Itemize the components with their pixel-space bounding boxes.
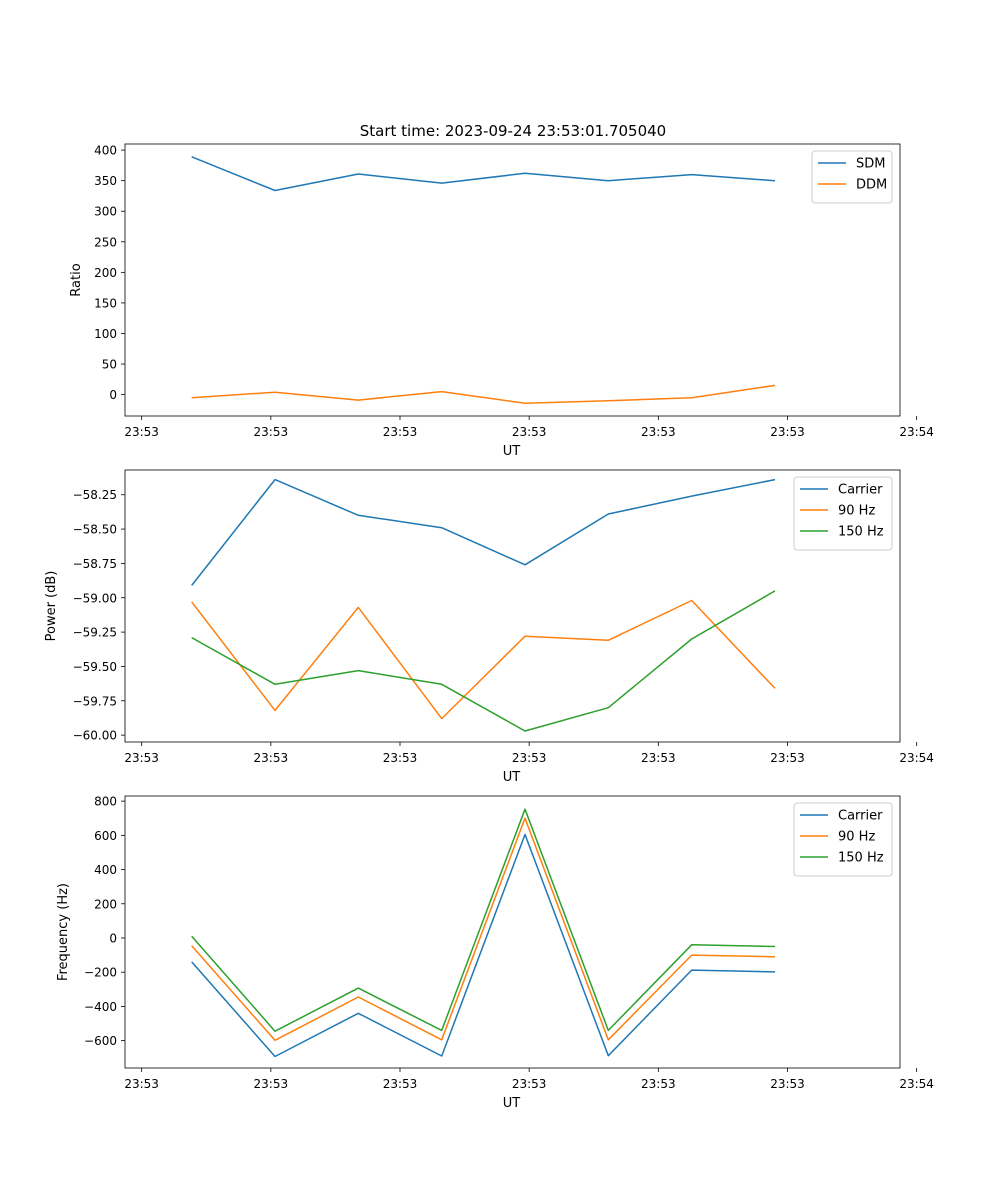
x-tick-label: 23:53	[124, 425, 159, 439]
y-tick-label: 350	[94, 174, 117, 188]
x-tick-label: 23:54	[899, 751, 934, 765]
x-tick-label: 23:53	[512, 751, 547, 765]
legend-label: 150 Hz	[838, 851, 884, 866]
y-axis-label: Ratio	[69, 263, 84, 296]
x-tick-label: 23:54	[899, 425, 934, 439]
x-axis-label: UT	[503, 444, 521, 459]
y-tick-label: −58.50	[73, 523, 117, 537]
y-tick-label: −58.25	[73, 488, 117, 502]
axes-frame	[124, 143, 901, 417]
y-tick-label: −60.00	[73, 729, 117, 743]
legend-box	[811, 150, 893, 204]
series-line-carrier	[191, 833, 776, 1058]
x-tick-label: 23:53	[383, 1077, 418, 1091]
axes-frame	[124, 469, 901, 743]
y-tick-label: 150	[94, 296, 117, 310]
y-tick-label: −600	[84, 1034, 117, 1048]
y-tick-label: 100	[94, 327, 117, 341]
chart-panel-2: 23:53 23:53 23:53 23:53 23:53 23:53 23:54 −60.0…	[44, 469, 934, 785]
x-tick-label: 23:53	[512, 425, 547, 439]
y-axis-label: Power (dB)	[44, 571, 59, 642]
series-line-sdm	[191, 156, 776, 192]
x-tick-label: 23:53	[124, 1077, 159, 1091]
legend-label: 90 Hz	[838, 830, 875, 845]
y-tick-label: 0	[109, 388, 117, 402]
y-tick-label: 50	[102, 358, 117, 372]
x-tick-label: 23:53	[383, 425, 418, 439]
x-tick-label: 23:53	[254, 751, 289, 765]
legend-label: 90 Hz	[838, 504, 875, 519]
series-line-90-hz	[191, 599, 776, 720]
series-line-ddm	[191, 384, 776, 404]
x-tick-label: 23:54	[899, 1077, 934, 1091]
y-tick-label: 300	[94, 205, 117, 219]
series-line-carrier	[191, 478, 776, 586]
y-tick-label: −59.75	[73, 694, 117, 708]
x-tick-label: 23:53	[254, 1077, 289, 1091]
y-tick-label: 400	[94, 863, 117, 877]
y-tick-label: 250	[94, 235, 117, 249]
series-line-150-hz	[191, 808, 776, 1032]
chart-panel-1: 23:53 23:53 23:53 23:53 23:53 23:53 23:54 0 50 10…	[69, 143, 934, 459]
y-tick-label: −200	[84, 966, 117, 980]
y-tick-label: −400	[84, 1000, 117, 1014]
legend-label: SDM	[856, 157, 885, 172]
y-axis-label: Frequency (Hz)	[56, 883, 71, 981]
x-tick-label: 23:53	[770, 425, 805, 439]
y-tick-label: −59.50	[73, 660, 117, 674]
axes-frame	[124, 795, 901, 1069]
x-tick-label: 23:53	[124, 751, 159, 765]
x-tick-label: 23:53	[770, 1077, 805, 1091]
figure-title: Start time: 2023-09-24 23:53:01.705040	[360, 122, 666, 140]
series-line-90-hz	[191, 817, 776, 1042]
y-tick-label: 200	[94, 266, 117, 280]
y-tick-label: −59.00	[73, 591, 117, 605]
y-tick-label: −59.25	[73, 626, 117, 640]
legend-label: DDM	[856, 178, 887, 193]
legend: Carrier 90 Hz 150 Hz	[793, 476, 893, 551]
chart-panel-3: 23:53 23:53 23:53 23:53 23:53 23:53 23:54 −600 −…	[56, 795, 934, 1111]
x-tick-label: 23:53	[770, 751, 805, 765]
legend: Carrier 90 Hz 150 Hz	[793, 802, 893, 877]
legend: SDM DDM	[811, 150, 893, 204]
x-axis-label: UT	[503, 1096, 521, 1111]
x-tick-label: 23:53	[641, 425, 676, 439]
y-tick-label: 400	[94, 144, 117, 158]
series-line-150-hz	[191, 590, 776, 732]
x-tick-label: 23:53	[512, 1077, 547, 1091]
x-tick-label: 23:53	[383, 751, 418, 765]
y-tick-label: 600	[94, 829, 117, 843]
x-axis-label: UT	[503, 770, 521, 785]
y-tick-label: 0	[109, 931, 117, 945]
y-tick-label: 800	[94, 795, 117, 809]
x-tick-label: 23:53	[254, 425, 289, 439]
y-tick-label: 200	[94, 897, 117, 911]
y-tick-label: −58.75	[73, 557, 117, 571]
legend-label: Carrier	[838, 809, 883, 824]
x-tick-label: 23:53	[641, 751, 676, 765]
legend-label: 150 Hz	[838, 525, 884, 540]
x-tick-label: 23:53	[641, 1077, 676, 1091]
legend-label: Carrier	[838, 483, 883, 498]
